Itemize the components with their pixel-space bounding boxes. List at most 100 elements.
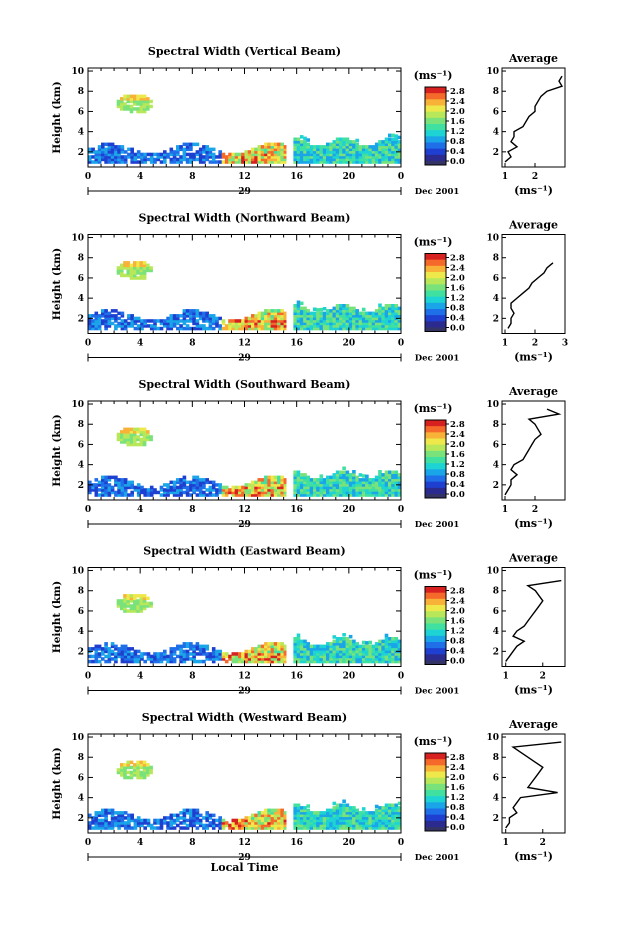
heatmap-cell (299, 808, 304, 813)
heatmap-cell (101, 485, 105, 490)
profile-line (505, 741, 562, 829)
heatmap-cell (146, 263, 150, 268)
heatmap-cell (260, 324, 265, 328)
heatmap-cell (254, 150, 258, 154)
heatmap-cell (339, 147, 343, 152)
heatmap-cell (283, 654, 288, 659)
heatmap-cell (303, 147, 307, 152)
heatmap-cell (251, 823, 255, 828)
heatmap-cell (91, 314, 95, 318)
colorbar-swatch (425, 265, 446, 273)
heatmap-cell (384, 633, 389, 638)
heatmap-cell (361, 150, 366, 154)
heatmap-cell (88, 314, 92, 318)
heatmap-cell (251, 483, 255, 487)
heatmap-cell (234, 321, 239, 326)
heatmap-cell (388, 654, 392, 659)
heatmap-cell (120, 599, 124, 603)
heatmap-cell (332, 147, 337, 152)
heatmap-cell (322, 326, 327, 331)
heatmap-cell (397, 490, 402, 495)
heatmap-cell (394, 654, 399, 659)
heatmap-cell (280, 150, 284, 154)
heatmap-cell (384, 652, 389, 656)
heatmap-cell (313, 493, 317, 497)
heatmap-cell (146, 268, 150, 273)
heatmap-cell (391, 473, 395, 477)
heatmap-cell (345, 324, 350, 328)
heatmap-cell (172, 160, 177, 164)
heatmap-cell (316, 816, 320, 820)
heatmap-cell (205, 488, 209, 492)
heatmap-cell (391, 306, 395, 311)
colorbar-swatch (425, 327, 446, 332)
heatmap-cell (97, 818, 102, 823)
heatmap-cell (114, 147, 118, 152)
heatmap-cell (264, 813, 268, 818)
heatmap-cell (371, 652, 376, 656)
heatmap-cell (153, 319, 157, 323)
heatmap-cell (329, 147, 333, 152)
heatmap-cell (192, 818, 196, 823)
heatmap-cell (270, 314, 275, 318)
heatmap-cell (117, 478, 121, 482)
heatmap-cell (280, 324, 284, 328)
heatmap-cell (296, 813, 301, 818)
heatmap-cell (374, 659, 379, 664)
heatmap-cell (202, 326, 206, 331)
heatmap-cell (159, 152, 164, 157)
heatmap-cell (205, 319, 209, 323)
heatmap-cell (133, 606, 137, 611)
heatmap-cell (218, 316, 222, 321)
heatmap-cell (176, 493, 180, 497)
heatmap-cell (94, 644, 99, 649)
heatmap-cell (120, 488, 125, 492)
heatmap-cell (244, 490, 249, 495)
heatmap-cell (224, 485, 229, 490)
heatmap-cell (296, 324, 301, 328)
heatmap-cell (322, 823, 327, 828)
heatmap-cell (391, 304, 395, 308)
heatmap-cell (384, 637, 389, 641)
heatmap-cell (296, 160, 301, 164)
heatmap-cell (88, 321, 92, 326)
heatmap-cell (322, 813, 327, 818)
heatmap-cell (342, 160, 346, 164)
heatmap-cell (247, 659, 252, 664)
heatmap-cell (352, 309, 356, 313)
heatmap-cell (260, 493, 265, 497)
heatmap-cell (208, 490, 213, 495)
colorbar-tick-label: 1.2 (450, 127, 465, 137)
heatmap-cell (244, 649, 249, 654)
heatmap-cell (101, 157, 105, 162)
heatmap-cell (306, 480, 310, 485)
heatmap-cell (215, 649, 219, 654)
heatmap-cell (215, 319, 219, 323)
heatmap-cell (365, 490, 369, 495)
heatmap-cell (101, 823, 105, 828)
heatmap-cell (149, 768, 153, 772)
heatmap-cell (127, 826, 131, 830)
heatmap-cell (179, 821, 183, 825)
heatmap-cell (238, 488, 242, 492)
heatmap-cell (381, 811, 385, 815)
heatmap-cell (133, 594, 137, 598)
heatmap-cell (94, 811, 99, 815)
heatmap-cell (306, 657, 310, 661)
heatmap-cell (101, 813, 105, 818)
heatmap-cell (306, 644, 310, 649)
heatmap-cell (348, 823, 353, 828)
heatmap-cell (205, 811, 209, 815)
heatmap-cell (211, 321, 216, 326)
heatmap-cell (280, 808, 284, 813)
heatmap-cell (391, 652, 395, 656)
heatmap-cell (244, 818, 249, 823)
heatmap-cell (316, 483, 320, 487)
colorbar: 2.82.42.01.61.20.80.40.0 (424, 586, 465, 667)
heatmap-cell (198, 478, 203, 482)
heatmap-cell (264, 480, 268, 485)
heatmap-cell (257, 821, 262, 825)
heatmap-cell (116, 268, 121, 273)
heatmap-cell (316, 813, 320, 818)
heatmap-cell (303, 816, 307, 820)
